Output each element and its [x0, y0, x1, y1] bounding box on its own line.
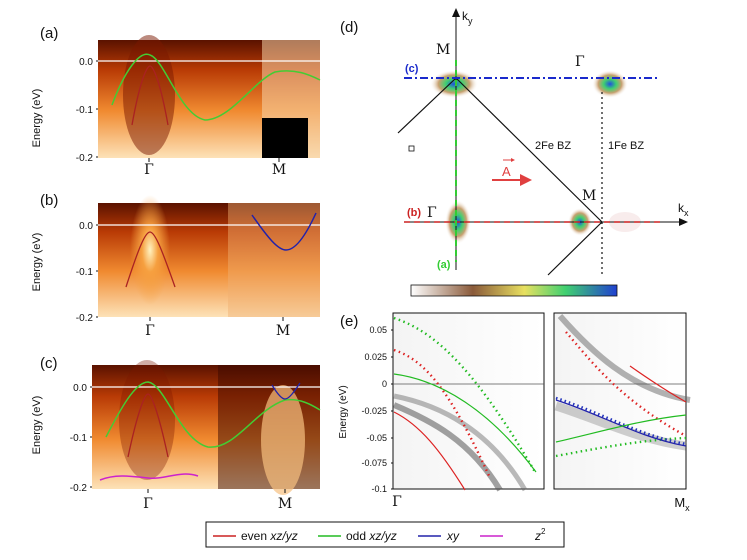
panel-e-xtick-gamma: Γ [392, 494, 402, 510]
legend-item-xy: xy [446, 529, 460, 543]
panel-a-ytick-2: -0.2 [76, 153, 94, 164]
panel-e-ytick-5: -0.075 [361, 458, 387, 468]
panel-b-ytick-1: -0.1 [76, 267, 94, 278]
panel-e-left-box [392, 312, 545, 490]
panel-c-odd-band [105, 381, 321, 448]
panel-a: (a) Energy (eV) 0.0 -0.1 -0.2 Γ M [31, 25, 321, 178]
pocket-m-top [430, 70, 478, 98]
panel-a-odd-band [111, 53, 321, 121]
kx-label: kx [678, 201, 689, 218]
panel-a-label: (a) [40, 25, 58, 42]
panel-c-ytick-1: -0.1 [70, 433, 88, 444]
panel-e-right-box [553, 312, 687, 490]
panel-c-z2-band [99, 473, 199, 481]
cut-b-label: (b) [407, 207, 421, 219]
panel-a-even-band [131, 65, 169, 126]
cut-c-label: (c) [405, 63, 419, 75]
panel-c-ytick-0: 0.0 [73, 383, 87, 394]
panel-e-odd-dotted-right [555, 436, 687, 458]
panel-c-xy-band [271, 382, 301, 400]
panel-b: (b) Energy (eV) 0.0 -0.1 -0.2 Γ M [31, 192, 320, 339]
ky-label: ky [462, 9, 473, 26]
panel-c-ytick-2: -0.2 [70, 483, 88, 494]
label-m-top: M [436, 42, 450, 58]
panel-c-ylabel: Energy (eV) [31, 396, 43, 455]
panel-c: (c) Energy (eV) 0.0 -0.1 -0.2 Γ M [31, 355, 321, 512]
panel-e-ytick-0: 0.05 [369, 325, 387, 335]
panel-b-ylabel: Energy (eV) [31, 233, 43, 292]
label-gamma-top: Γ [575, 54, 585, 70]
panel-a-ytick-0: 0.0 [79, 57, 93, 68]
bz-2fe-edge-bottom [547, 221, 603, 276]
bz-2fe-edge-diagonal [455, 77, 603, 223]
panel-e-odd-solid-left [393, 373, 537, 473]
legend-item-odd: odd xz/yz [346, 529, 397, 543]
small-square-marker [408, 145, 415, 152]
legend-item-z2: z2 [534, 527, 546, 543]
panel-b-xtick-gamma: Γ [145, 323, 155, 339]
panel-e-xy-dotted-right [555, 396, 687, 446]
panel-b-even-band [125, 231, 176, 288]
panel-e-ytick-2: 0 [382, 379, 387, 389]
panel-e-even-dotted-left [393, 348, 492, 479]
panel-b-label: (b) [40, 192, 58, 209]
label-2fe-bz: 2Fe BZ [535, 140, 571, 152]
panel-b-ytick-0: 0.0 [79, 221, 93, 232]
panel-b-ytick-2: -0.2 [76, 313, 94, 324]
panel-b-xtick-m: M [276, 323, 290, 339]
panel-d: (d) ky kx (c) (b) (a) M Γ M Γ 2Fe BZ 1Fe… [340, 8, 689, 297]
panel-e-even-dotted-right [565, 331, 687, 438]
panel-a-ylabel: Energy (eV) [31, 89, 43, 148]
panel-a-xtick-gamma: Γ [144, 162, 154, 178]
panel-b-xy-band [251, 212, 317, 251]
label-1fe-bz: 1Fe BZ [608, 140, 644, 152]
label-gamma-left: Γ [427, 205, 437, 221]
legend: even xz/yz odd xz/yz xy z2 [205, 521, 565, 548]
panel-a-mask [262, 118, 308, 158]
panel-e-xy-solid-right [555, 399, 687, 447]
panel-e-xtick-mx: Mx [674, 495, 690, 513]
panel-a-xtick-m: M [272, 162, 286, 178]
bz-2fe-edge-left [397, 77, 457, 134]
panel-c-xtick-gamma: Γ [143, 496, 153, 512]
panel-e-ytick-1: 0.025 [364, 352, 387, 362]
panel-e-odd-solid-right [555, 414, 687, 443]
panel-d-label: (d) [340, 19, 358, 36]
panel-e-label: (e) [340, 313, 358, 330]
panel-e: (e) Energy (eV) 0.05 0.025 0 -0.025 [338, 312, 691, 513]
legend-box [205, 521, 565, 548]
panel-e-ytick-3: -0.025 [361, 406, 387, 416]
colorbar [410, 284, 618, 297]
legend-item-even: even xz/yz [241, 529, 298, 543]
polarization-label: A [502, 164, 511, 179]
panel-e-ytick-4: -0.05 [366, 433, 387, 443]
panel-e-even-solid-right [629, 365, 687, 403]
cut-a-label: (a) [437, 259, 451, 271]
panel-e-ytick-6: -0.1 [371, 484, 387, 494]
label-m-right: M [582, 188, 596, 204]
panel-c-xtick-m: M [278, 496, 292, 512]
panel-e-ylabel: Energy (eV) [338, 385, 349, 438]
panel-e-even-solid-left [393, 411, 466, 491]
panel-c-even-band [127, 393, 169, 458]
panel-a-ytick-1: -0.1 [76, 105, 94, 116]
panel-c-label: (c) [40, 355, 58, 372]
pocket-gamma-top [592, 70, 628, 98]
